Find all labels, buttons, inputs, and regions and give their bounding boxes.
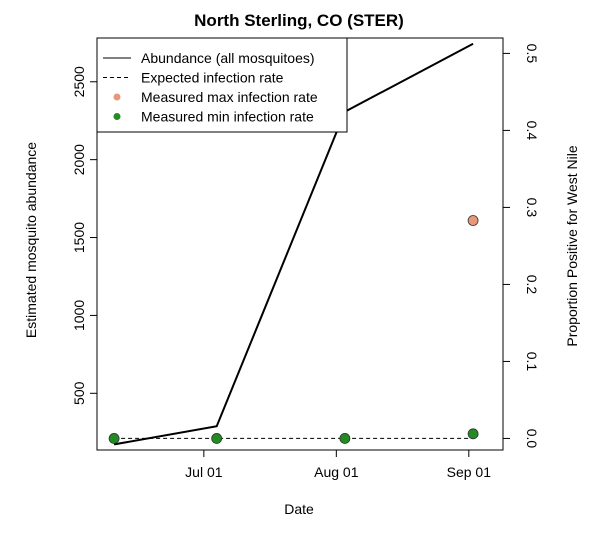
max-infection-point bbox=[467, 215, 479, 226]
y-axis-right-label: Proportion Positive for West Nile bbox=[564, 145, 580, 346]
min-infection-point bbox=[467, 428, 479, 440]
abundance-line bbox=[113, 42, 474, 446]
y-axis-left-label: Estimated mosquito abundance bbox=[23, 142, 39, 338]
y-right-tick-label: 0.0 bbox=[524, 429, 540, 449]
y-left-tick-label: 500 bbox=[71, 381, 87, 405]
y-right-tick-label: 0.2 bbox=[524, 275, 540, 295]
x-tick-label: Sep 01 bbox=[447, 464, 492, 480]
legend-key-point bbox=[113, 113, 121, 120]
y-right-tick-label: 0.3 bbox=[524, 198, 540, 218]
x-tick-label: Aug 01 bbox=[314, 464, 359, 480]
y-left-tick-label: 1000 bbox=[71, 300, 87, 331]
y-left-tick-label: 2000 bbox=[71, 144, 87, 175]
legend-label: Measured min infection rate bbox=[141, 109, 314, 125]
legend-label: Measured max infection rate bbox=[141, 89, 318, 105]
legend: Abundance (all mosquitoes) Expected infec… bbox=[96, 37, 348, 133]
legend-box bbox=[96, 37, 348, 133]
y-right-tick-label: 0.5 bbox=[524, 44, 540, 64]
min-infection-point bbox=[211, 433, 223, 444]
x-axis-label: Date bbox=[284, 501, 314, 517]
y-left-tick-label: 1500 bbox=[71, 222, 87, 253]
y-right-tick-label: 0.4 bbox=[524, 121, 540, 141]
y-left-tick-label: 2500 bbox=[71, 66, 87, 97]
min-infection-point bbox=[339, 433, 351, 444]
min-infection-point bbox=[108, 433, 120, 444]
x-tick-label: Jul 01 bbox=[185, 464, 223, 480]
legend-label: Abundance (all mosquitoes) bbox=[141, 50, 315, 66]
chart-title: North Sterling, CO (STER) bbox=[194, 11, 404, 30]
legend-label: Expected infection rate bbox=[141, 70, 284, 86]
legend-key-point bbox=[113, 93, 121, 101]
y-right-tick-label: 0.1 bbox=[524, 352, 540, 372]
